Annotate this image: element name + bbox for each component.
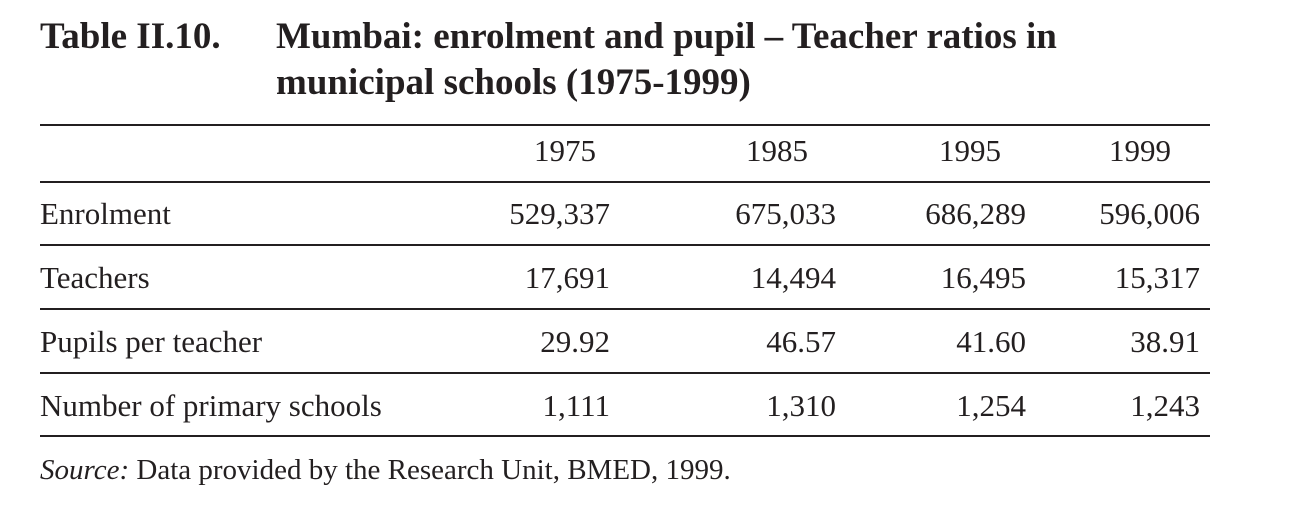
row-rule: [40, 308, 1210, 310]
table-title: Mumbai: enrolment and pupil – Teacher ra…: [276, 16, 1057, 103]
cell-pupils-per-teacher-1999: 38.91: [1130, 324, 1200, 359]
row-rule: [40, 372, 1210, 374]
cell-enrolment-1985: 675,033: [735, 196, 836, 231]
cell-teachers-1975: 17,691: [524, 260, 610, 295]
cell-pupils-per-teacher-1975: 29.92: [540, 324, 610, 359]
column-header-1995: 1995: [939, 133, 1001, 168]
cell-teachers-1999: 15,317: [1114, 260, 1200, 295]
row-label-enrolment: Enrolment: [40, 196, 171, 231]
row-label-pupils-per-teacher: Pupils per teacher: [40, 324, 263, 359]
cell-schools-1999: 1,243: [1130, 388, 1200, 423]
source-label: Source:: [40, 454, 130, 486]
column-header-1985: 1985: [746, 133, 808, 168]
cell-enrolment-1995: 686,289: [925, 196, 1026, 231]
cell-schools-1975: 1,111: [542, 388, 610, 423]
row-rule: [40, 244, 1210, 246]
column-header-1999: 1999: [1109, 133, 1171, 168]
table-number: Table II.10.: [40, 16, 221, 57]
cell-teachers-1995: 16,495: [940, 260, 1026, 295]
cell-schools-1985: 1,310: [766, 388, 836, 423]
source-text: Data provided by the Research Unit, BMED…: [129, 454, 731, 486]
table-bottom-rule: [40, 435, 1210, 437]
row-label-number-of-primary-schools: Number of primary schools: [40, 388, 382, 423]
cell-enrolment-1975: 529,337: [509, 196, 610, 231]
cell-pupils-per-teacher-1995: 41.60: [956, 324, 1026, 359]
cell-schools-1995: 1,254: [956, 388, 1026, 423]
column-header-1975: 1975: [534, 133, 596, 168]
cell-pupils-per-teacher-1985: 46.57: [766, 324, 836, 359]
cell-enrolment-1999: 596,006: [1099, 196, 1200, 231]
row-label-teachers: Teachers: [40, 260, 150, 295]
cell-teachers-1985: 14,494: [750, 260, 836, 295]
source-note: Source: Data provided by the Research Un…: [40, 452, 731, 488]
header-rule: [40, 181, 1210, 183]
table-top-rule: [40, 124, 1210, 126]
